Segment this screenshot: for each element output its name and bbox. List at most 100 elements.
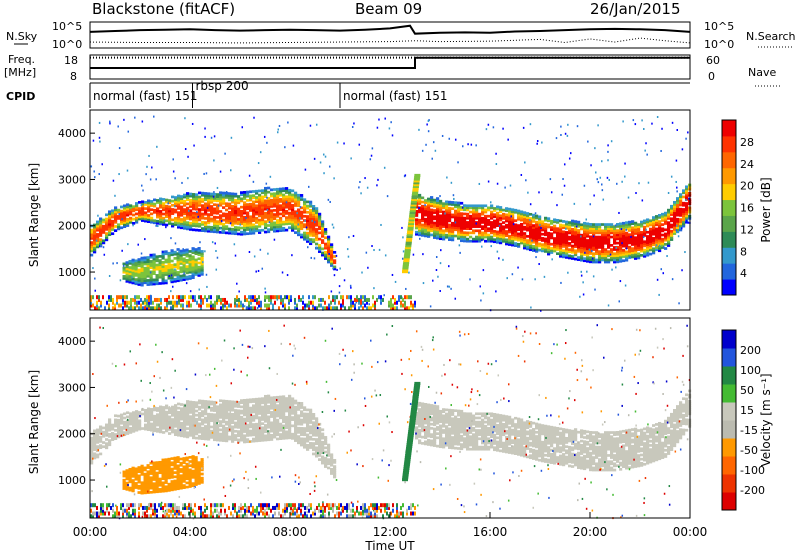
colorbar-tick-label: 100	[740, 364, 761, 377]
velocity-panel	[90, 324, 692, 520]
colorbar-tick-label: -50	[740, 444, 758, 457]
power-panel	[90, 115, 692, 312]
colorbar-swatch	[722, 215, 736, 232]
scatter-noise	[90, 115, 691, 312]
ytick-label: 3000	[58, 173, 86, 186]
station-title: Blackstone (fitACF)	[92, 0, 235, 18]
xtick-label: 08:00	[273, 525, 308, 539]
freq-label: Freq.	[8, 53, 35, 66]
colorbar-tick-label: 12	[740, 223, 754, 236]
noise-panel	[89, 21, 691, 49]
cpid-segment-label: rbsp 200	[196, 79, 249, 93]
colorbar-swatch	[722, 279, 736, 296]
nsearch-label: N.Search	[746, 30, 796, 43]
band-morning	[90, 394, 337, 479]
power-ylabel: Slant Range [km]	[27, 163, 41, 267]
cpid-segment-label: normal (fast) 151	[93, 89, 197, 103]
colorbar-tick-label: 15	[740, 404, 754, 417]
colorbar-swatch	[722, 402, 736, 421]
colorbar-tick-label: 28	[740, 136, 754, 149]
cpid-label: CPID	[6, 90, 35, 103]
colorbar-swatch	[722, 348, 736, 367]
freq-tick-8: 8	[70, 70, 77, 83]
axis-ticks: 1000 2000 3000 4000 1000 2000 3000 4000 00:00 04:…	[58, 127, 707, 539]
colorbar-tick-label: 20	[740, 180, 754, 193]
colorbar-tick-label: -15	[740, 424, 758, 437]
nsky-label: N.Sky	[6, 30, 38, 43]
scatter-noise	[91, 324, 691, 520]
xtick-label: 00:00	[73, 525, 108, 539]
xtick-label: 04:00	[173, 525, 208, 539]
colorbar-swatch	[722, 120, 736, 137]
colorbar-tick-label: -200	[740, 484, 765, 497]
xtick-label: 20:00	[573, 525, 608, 539]
band-low-morning	[122, 247, 204, 287]
nsky-tick-bottom: 10^0	[52, 38, 82, 51]
date-title: 26/Jan/2015	[590, 0, 681, 18]
colorbar-tick-label: 8	[740, 245, 747, 258]
ytick-label: 4000	[58, 335, 86, 348]
colorbar-tick-label: -100	[740, 464, 765, 477]
colorbar-tick-label: 24	[740, 158, 754, 171]
ytick-label: 2000	[58, 220, 86, 233]
colorbar-swatch	[722, 231, 736, 248]
spike-1245	[402, 173, 421, 274]
xtick-label: 00:00	[673, 525, 708, 539]
colorbar-swatch	[722, 384, 736, 403]
freq-tick-18: 18	[64, 54, 78, 67]
beam-title: Beam 09	[355, 0, 422, 18]
line-panels	[89, 24, 691, 69]
ytick-label: 2000	[58, 428, 86, 441]
colorbar-tick-label: 16	[740, 202, 754, 215]
colorbar-swatch	[722, 330, 736, 349]
colorbar-swatch	[722, 199, 736, 216]
series-freq-line	[90, 56, 690, 69]
ytick-label: 1000	[58, 266, 86, 279]
colorbar-tick-label: 50	[740, 384, 754, 397]
colorbar-tick-label: 4	[740, 267, 747, 280]
band-afternoon	[415, 389, 692, 472]
colorbar-swatch	[722, 492, 736, 511]
nsearch-tick-bottom: 10^0	[704, 38, 734, 51]
nave-tick-60: 60	[706, 54, 720, 67]
velocity-colorbar-label: Velocity [m s⁻¹]	[759, 373, 773, 466]
band-morning	[90, 186, 337, 271]
colorbar-swatch	[722, 456, 736, 475]
colorbar-tick-label: 200	[740, 344, 761, 357]
band-afternoon	[415, 183, 692, 264]
power-colorbar-label: Power [dB]	[759, 177, 773, 242]
cpid-segment-label: normal (fast) 151	[343, 89, 447, 103]
spike-1245	[402, 381, 421, 482]
band-low-morning	[122, 455, 204, 495]
colorbar-swatch	[722, 263, 736, 280]
colorbar-swatch	[722, 135, 736, 153]
colorbar-swatch	[722, 247, 736, 264]
ground-band	[90, 295, 416, 311]
ytick-label: 3000	[58, 381, 86, 394]
colorbar-swatch	[722, 151, 736, 169]
xlabel: Time UT	[364, 539, 415, 553]
xtick-label: 12:00	[373, 525, 408, 539]
nsearch-tick-top: 10^5	[704, 20, 734, 33]
nave-label: Nave	[748, 66, 776, 79]
colorbar-swatch	[722, 438, 736, 457]
nsky-tick-top: 10^5	[52, 20, 82, 33]
ground-band	[90, 503, 416, 519]
power-colorbar: 4 8 12 16 20 24 28	[721, 119, 754, 296]
velocity-ylabel: Slant Range [km]	[27, 370, 41, 474]
mhz-label: [MHz]	[4, 66, 36, 79]
velocity-colorbar: -200 -100 -50 -15 15 50 100 200	[721, 329, 765, 511]
ytick-label: 4000	[58, 127, 86, 140]
colorbar-swatch	[722, 366, 736, 385]
xtick-label: 16:00	[473, 525, 508, 539]
colorbar-swatch	[722, 183, 736, 201]
series-nsearch-line	[89, 37, 691, 44]
ytick-label: 1000	[58, 474, 86, 487]
nave-tick-0: 0	[708, 70, 715, 83]
colorbar-swatch	[722, 474, 736, 493]
colorbar-swatch	[722, 167, 736, 185]
series-nsky-line	[89, 24, 691, 35]
colorbar-swatch	[722, 420, 736, 439]
